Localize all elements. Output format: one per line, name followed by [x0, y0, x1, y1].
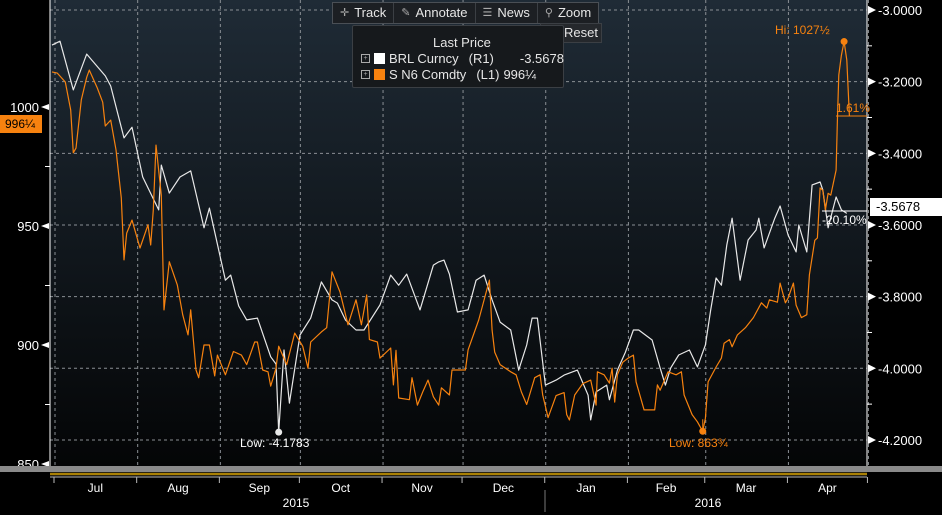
- news-icon: ☰: [482, 7, 493, 19]
- soy-high-dot: [840, 38, 848, 46]
- left-axis-tick-arrow: [41, 223, 49, 229]
- chart-toolbar: ✛ Track ✎ Annotate ☰ News ⚲ Zoom: [332, 2, 600, 24]
- legend-series-axis: (L1): [476, 67, 500, 82]
- legend-row-soy[interactable]: + S N6 Comdty (L1) 996¼: [361, 67, 536, 82]
- legend-series-axis: (R1): [468, 51, 494, 66]
- magnifier-icon: ⚲: [544, 7, 553, 19]
- zoom-label: Zoom: [557, 5, 592, 20]
- x-axis-month-label: Aug: [167, 481, 188, 495]
- track-button[interactable]: ✛ Track: [333, 3, 395, 23]
- brl-last-price-tag: -3.5678: [870, 198, 942, 216]
- x-axis-month-label: Nov: [411, 481, 432, 495]
- soy-low-dot: [699, 427, 707, 435]
- left-axis-tick-arrow: [41, 104, 49, 110]
- soy-last-price-tag: 996¼: [0, 115, 42, 133]
- brl-low-dot: [275, 428, 283, 436]
- right-axis-tick-label: -3.6000: [878, 218, 922, 233]
- right-axis-tick-arrow: [868, 149, 876, 158]
- soy-pct-change: 1.61%: [836, 101, 871, 115]
- x-axis-month-label: Oct: [331, 481, 350, 495]
- x-axis-month-label: Apr: [818, 481, 837, 495]
- legend-title: Last Price: [433, 35, 491, 50]
- x-axis-month-label: Dec: [493, 481, 514, 495]
- expand-icon[interactable]: +: [361, 70, 370, 79]
- track-label: Track: [354, 5, 387, 20]
- x-axis-month-label: Mar: [736, 481, 757, 495]
- left-axis-tick-label: 900: [17, 338, 39, 353]
- right-axis-tick-label: -4.2000: [878, 433, 922, 448]
- reset-label: Reset: [564, 25, 598, 40]
- news-label: News: [497, 5, 530, 20]
- expand-icon[interactable]: +: [361, 54, 370, 63]
- right-axis-tick-label: -3.8000: [878, 290, 922, 305]
- right-axis-tick-label: -4.0000: [878, 361, 922, 376]
- annotate-button[interactable]: ✎ Annotate: [394, 3, 476, 23]
- x-axis-month-label: Sep: [249, 481, 271, 495]
- right-axis-tick-arrow: [868, 435, 876, 444]
- left-axis-tick-label: 950: [17, 219, 39, 234]
- legend-row-brl[interactable]: + BRL Curncy (R1) -3.5678: [361, 51, 564, 66]
- x-axis: Jul Aug Sep Oct Nov Dec Jan Feb Mar Apr: [53, 477, 868, 495]
- high-annotation: Hi: 1027½: [775, 23, 830, 37]
- right-axis-tick-arrow: [868, 77, 876, 86]
- legend-swatch-white: [374, 53, 385, 64]
- soy-low-annotation: Low: 863¾: [669, 436, 728, 450]
- left-axis-tick-label: 1000: [10, 100, 39, 115]
- pencil-icon: ✎: [401, 7, 411, 19]
- left-axis-tick-arrow: [41, 461, 49, 467]
- scroll-bar[interactable]: [0, 466, 942, 472]
- left-axis-tick-arrow: [41, 342, 49, 348]
- year-label-2015: 2015: [283, 496, 310, 510]
- legend-series-value: 996¼: [503, 67, 536, 82]
- legend-series-name: S N6 Comdty: [389, 67, 467, 82]
- annotation-marks: [275, 38, 867, 436]
- x-axis-month-label: Jul: [88, 481, 103, 495]
- right-axis-tick-label: -3.2000: [878, 75, 922, 90]
- legend-swatch-orange: [374, 69, 385, 80]
- brl-low-annotation: Low: -4.1783: [240, 436, 310, 450]
- right-axis-tick-arrow: [868, 292, 876, 301]
- annotate-label: Annotate: [415, 5, 468, 20]
- right-axis: -3.0000 -3.2000 -3.4000 -3.6000 -3.8000 -4.00…: [867, 3, 922, 448]
- brl-pct-change: -20.10%: [822, 213, 867, 227]
- news-button[interactable]: ☰ News: [476, 3, 538, 23]
- right-axis-tick-label: -3.0000: [878, 3, 922, 18]
- year-label-2016: 2016: [695, 496, 722, 510]
- soy-series-line: [51, 40, 850, 432]
- legend-series-value: -3.5678: [519, 51, 564, 66]
- legend: Last Price + BRL Curncy (R1) -3.5678 + S…: [352, 25, 564, 88]
- right-axis-tick-arrow: [868, 220, 876, 229]
- right-axis-tick-arrow: [868, 6, 876, 14]
- x-axis-month-label: Feb: [656, 481, 677, 495]
- legend-series-name: BRL Curncy: [389, 51, 459, 66]
- brl-series-line: [51, 40, 848, 433]
- zoom-button[interactable]: ⚲ Zoom: [538, 3, 598, 23]
- right-axis-tick-arrow: [868, 364, 876, 373]
- x-axis-month-label: Jan: [576, 481, 595, 495]
- series-lines: [51, 40, 850, 433]
- right-axis-tick-label: -3.4000: [878, 146, 922, 161]
- crosshair-icon: ✛: [340, 7, 350, 19]
